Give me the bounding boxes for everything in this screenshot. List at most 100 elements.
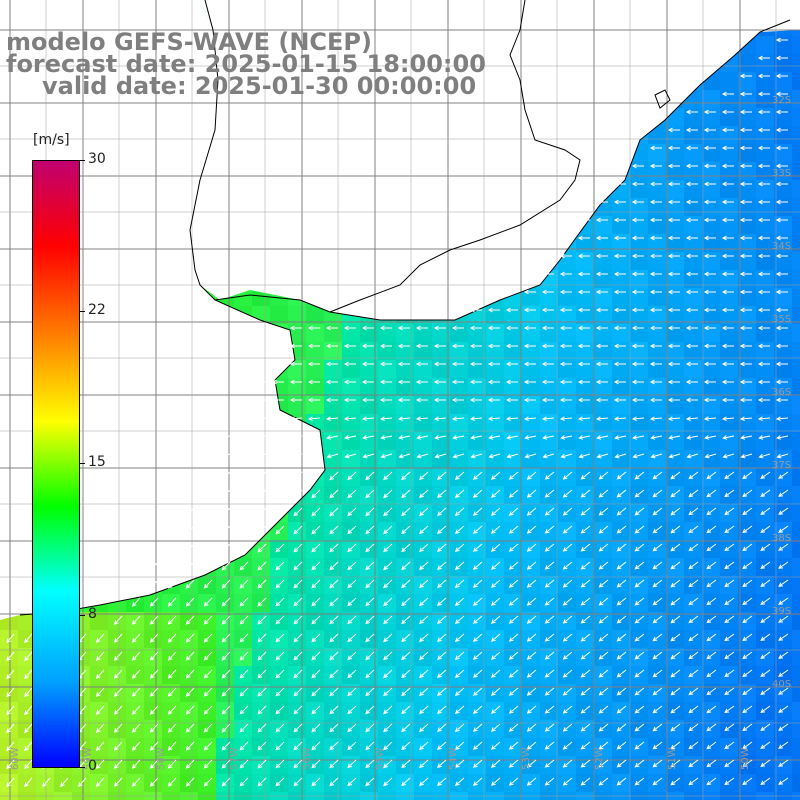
field-cell [486,594,504,612]
wind-arrow [562,669,573,678]
wind-arrow [685,199,698,205]
field-cell [288,378,306,396]
field-cell [576,630,594,648]
wind-arrow [544,651,555,660]
field-cell [774,360,792,378]
wind-arrow [293,669,303,679]
wind-arrow [397,325,410,331]
field-cell [630,756,648,774]
field-cell [666,324,684,342]
wind-arrow [113,705,123,715]
wind-arrow [472,651,483,660]
wind-arrow [490,723,501,732]
wind-arrow [24,705,33,716]
wind-arrow [221,561,231,571]
wind-arrow [347,471,357,481]
wind-arrow [257,741,267,751]
wind-arrow [343,416,357,422]
wind-arrow [361,416,375,422]
wind-arrow [670,759,681,768]
wind-arrow [757,145,770,151]
wind-arrow [631,379,644,385]
wind-arrow [721,235,734,241]
wind-arrow [257,723,267,733]
wind-arrow [580,525,591,534]
wind-arrow [469,325,482,331]
wind-arrow [239,633,249,643]
wind-arrow [60,777,69,788]
field-cell [648,306,666,324]
field-cell [666,702,684,720]
wind-arrow [434,435,447,440]
field-cell [774,54,792,72]
field-cell [720,414,738,432]
wind-arrow [721,127,734,133]
field-cell [612,432,630,450]
wind-arrow [113,759,123,769]
wind-arrow [454,597,465,606]
wind-arrow [562,633,573,642]
wind-arrow [272,435,285,440]
wind-arrow [203,579,213,589]
wind-arrow [311,705,321,715]
field-cell [774,144,792,162]
wind-arrow [742,561,753,570]
wind-arrow [631,307,644,313]
wind-arrow [490,741,501,750]
wind-arrow [775,325,788,331]
field-cell [720,216,738,234]
wind-arrow [472,741,483,750]
wind-arrow [541,307,554,313]
wind-arrow [562,561,573,570]
wind-arrow [667,127,680,133]
wind-arrow [688,705,699,714]
wind-arrow [131,651,141,661]
wind-arrow [613,343,626,349]
wind-arrow [541,416,555,422]
wind-arrow [685,163,698,169]
field-cell [792,468,800,486]
field-cell [486,450,504,468]
wind-arrow [311,543,321,553]
wind-arrow [167,777,177,787]
wind-arrow [757,91,770,97]
wind-arrow [703,416,717,422]
wind-arrow [401,615,411,625]
wind-arrow [704,453,717,459]
field-cell [702,288,720,306]
wind-arrow [490,525,501,534]
field-cell [774,36,792,54]
wind-arrow [419,543,429,553]
wind-arrow [311,615,321,625]
wind-arrow [185,777,195,787]
wind-arrow [401,597,411,607]
wind-arrow [652,777,663,786]
wind-arrow [329,543,339,553]
wind-arrow [398,453,411,459]
field-cell [522,360,540,378]
field-cell [738,126,756,144]
field-cell [576,738,594,756]
field-cell [720,648,738,666]
wind-arrow [524,435,537,440]
field-cell [666,486,684,504]
field-cell [612,216,630,234]
field-cell [648,216,666,234]
field-cell [540,666,558,684]
wind-arrow [724,525,735,534]
wind-arrow [383,489,393,499]
field-cell [684,558,702,576]
field-cell [540,306,558,324]
wind-arrow [526,705,537,714]
wind-arrow [362,453,375,459]
wind-arrow [757,235,770,241]
wind-arrow [742,633,753,642]
wind-arrow [598,561,609,570]
field-cell [576,594,594,612]
wind-arrow [487,379,500,385]
wind-arrow [580,615,591,624]
wind-arrow [724,471,735,480]
field-cell [738,522,756,540]
wind-arrow [329,651,339,661]
